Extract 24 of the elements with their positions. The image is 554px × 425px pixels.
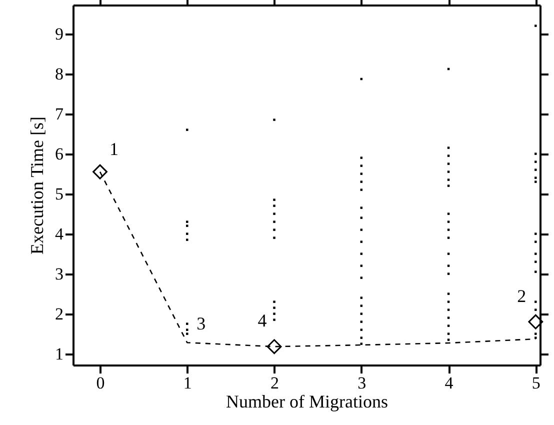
- x-tick-label: 2: [270, 374, 280, 392]
- x-tick-label: 1: [183, 374, 192, 392]
- y-tick-label: 7: [55, 104, 64, 124]
- y-axis-title: Execution Time [s]: [27, 116, 47, 254]
- x-tick-label: 0: [96, 374, 105, 392]
- y-tick-label: 4: [55, 224, 64, 244]
- y-tick-label: 5: [55, 184, 64, 204]
- y-tick-label: 3: [55, 264, 64, 284]
- x-tick-label: 3: [358, 374, 366, 392]
- y-tick-label: 6: [55, 144, 64, 164]
- annotation: 1: [110, 138, 119, 159]
- annotation: 2: [517, 286, 526, 306]
- y-tick-label: 8: [55, 64, 64, 84]
- point: [528, 314, 544, 330]
- x-tick-label: 5: [532, 374, 540, 392]
- x-tick-label: 4: [444, 374, 454, 392]
- point: [92, 164, 108, 180]
- y-tick-label: 1: [55, 344, 64, 364]
- annotation: 3: [196, 314, 206, 334]
- y-tick-label: 2: [55, 304, 64, 324]
- x-axis-title: Number of Migrations: [226, 392, 388, 412]
- point: [266, 339, 282, 354]
- y-tick-label: 9: [55, 24, 64, 44]
- annotation: 4: [258, 310, 267, 331]
